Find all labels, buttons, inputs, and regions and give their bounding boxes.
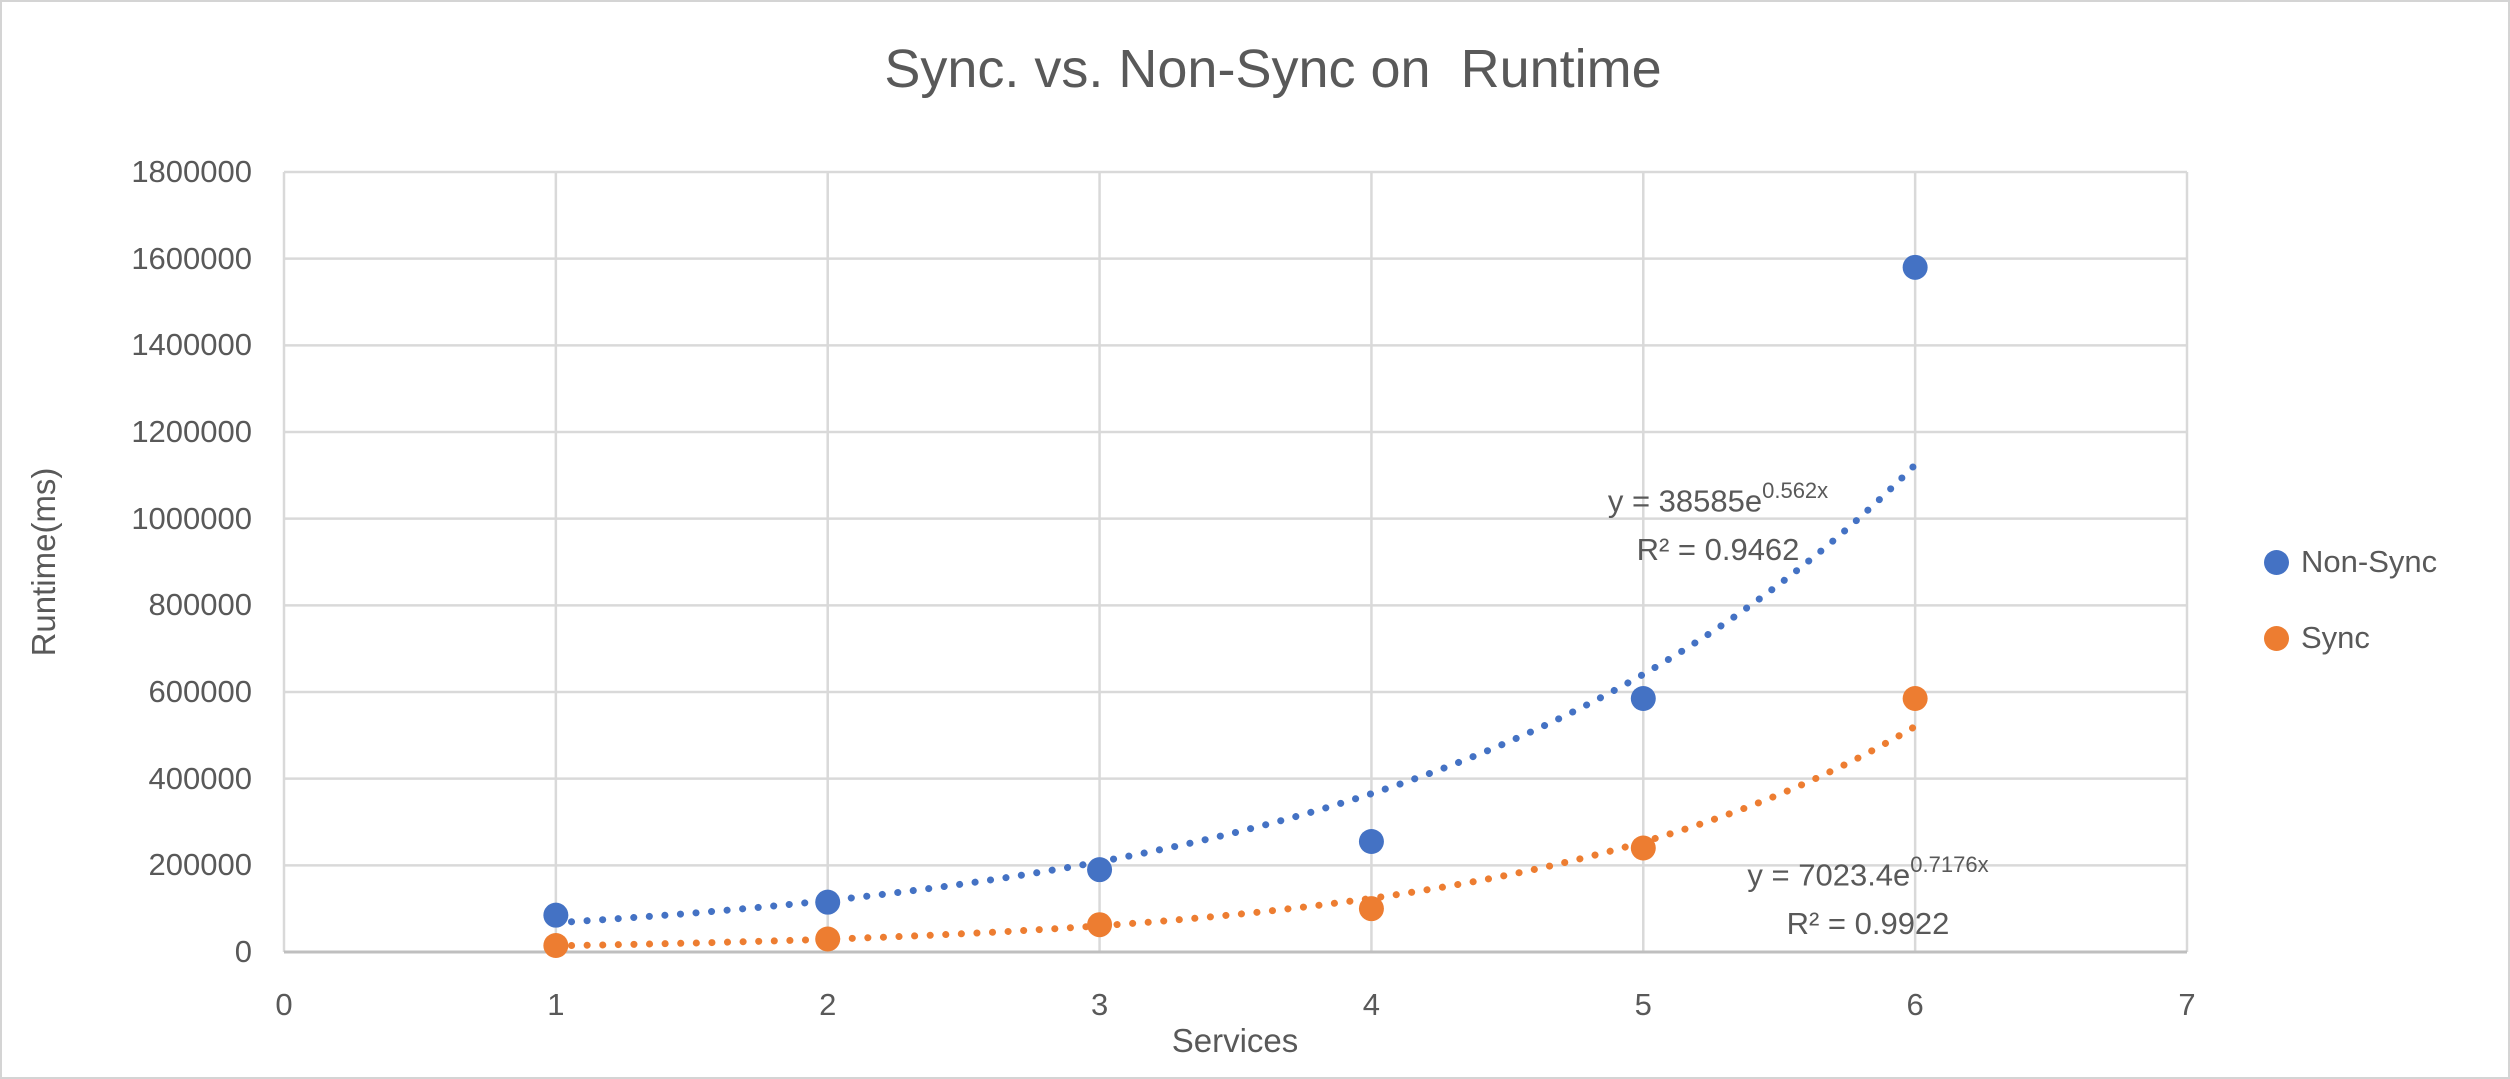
data-point-non-sync bbox=[1630, 686, 1656, 711]
data-point-sync bbox=[815, 926, 841, 952]
y-axis-tick-label: 1400000 bbox=[131, 327, 252, 363]
x-axis-tick-label: 7 bbox=[2178, 987, 2196, 1022]
r-squared-label: R² = 0.9922 bbox=[1786, 906, 1950, 942]
equation-exponent: 0.562x bbox=[1762, 478, 1829, 503]
y-axis-tick-label: 1800000 bbox=[131, 154, 252, 189]
equation-exponent: 0.7176x bbox=[1910, 852, 1989, 877]
r-squared-label: R² = 0.9462 bbox=[1636, 532, 1800, 568]
x-axis-tick-label: 3 bbox=[1090, 987, 1109, 1022]
data-point-non-sync bbox=[1902, 254, 1928, 280]
data-point-sync bbox=[1358, 896, 1384, 922]
data-point-non-sync bbox=[1358, 829, 1384, 854]
trendline-non-sync bbox=[552, 461, 1919, 927]
data-point-non-sync bbox=[1087, 857, 1113, 883]
data-point-sync bbox=[543, 933, 569, 958]
x-axis-tick-label: 6 bbox=[1906, 987, 1924, 1022]
legend: Non-Sync Sync bbox=[2264, 544, 2437, 656]
legend-label: Sync bbox=[2301, 620, 2370, 655]
data-point-non-sync bbox=[815, 889, 841, 915]
legend-item-sync: Sync bbox=[2264, 620, 2437, 656]
legend-marker-icon bbox=[2264, 549, 2289, 575]
data-point-sync bbox=[1087, 912, 1113, 938]
x-axis-tick-label: 0 bbox=[275, 987, 293, 1022]
trendline-sync bbox=[552, 722, 1919, 950]
legend-item-non-sync: Non-Sync bbox=[2264, 544, 2437, 580]
data-point-non-sync bbox=[543, 902, 569, 928]
x-axis-title: Services bbox=[1171, 1022, 1299, 1059]
data-point-sync bbox=[1630, 835, 1656, 861]
x-axis-tick-label: 2 bbox=[819, 987, 837, 1022]
legend-marker-icon bbox=[2264, 625, 2289, 651]
x-axis-tick-label: 1 bbox=[547, 987, 565, 1022]
trendline-equation-sync: y = 7023.4e0.7176x R² = 0.9922 bbox=[1747, 842, 1988, 948]
equation-line: y = 7023.4e0.7176x bbox=[1747, 852, 1989, 893]
chart-title: Sync. vs. Non-Sync on Runtime bbox=[884, 39, 1662, 99]
legend-label: Non-Sync bbox=[2301, 544, 2438, 579]
trendline-equation-non-sync: y = 38585e0.562x R² = 0.9462 bbox=[1608, 468, 1828, 574]
equation-line: y = 38585e0.562x bbox=[1607, 478, 1829, 519]
y-axis-tick-label: 200000 bbox=[148, 847, 252, 883]
y-axis-tick-label: 600000 bbox=[148, 674, 252, 709]
y-axis-tick-label: 0 bbox=[234, 934, 252, 969]
y-axis-tick-label: 1200000 bbox=[131, 414, 252, 449]
y-axis-tick-label: 1600000 bbox=[131, 240, 252, 276]
y-axis-tick-label: 400000 bbox=[148, 760, 252, 796]
data-point-sync bbox=[1902, 686, 1928, 711]
y-axis-tick-label: 800000 bbox=[148, 587, 252, 623]
y-axis-title: Runtime(ms) bbox=[25, 467, 62, 657]
x-axis-tick-label: 4 bbox=[1362, 987, 1381, 1022]
x-axis-tick-label: 5 bbox=[1634, 987, 1652, 1022]
y-axis-tick-label: 1000000 bbox=[131, 500, 252, 536]
